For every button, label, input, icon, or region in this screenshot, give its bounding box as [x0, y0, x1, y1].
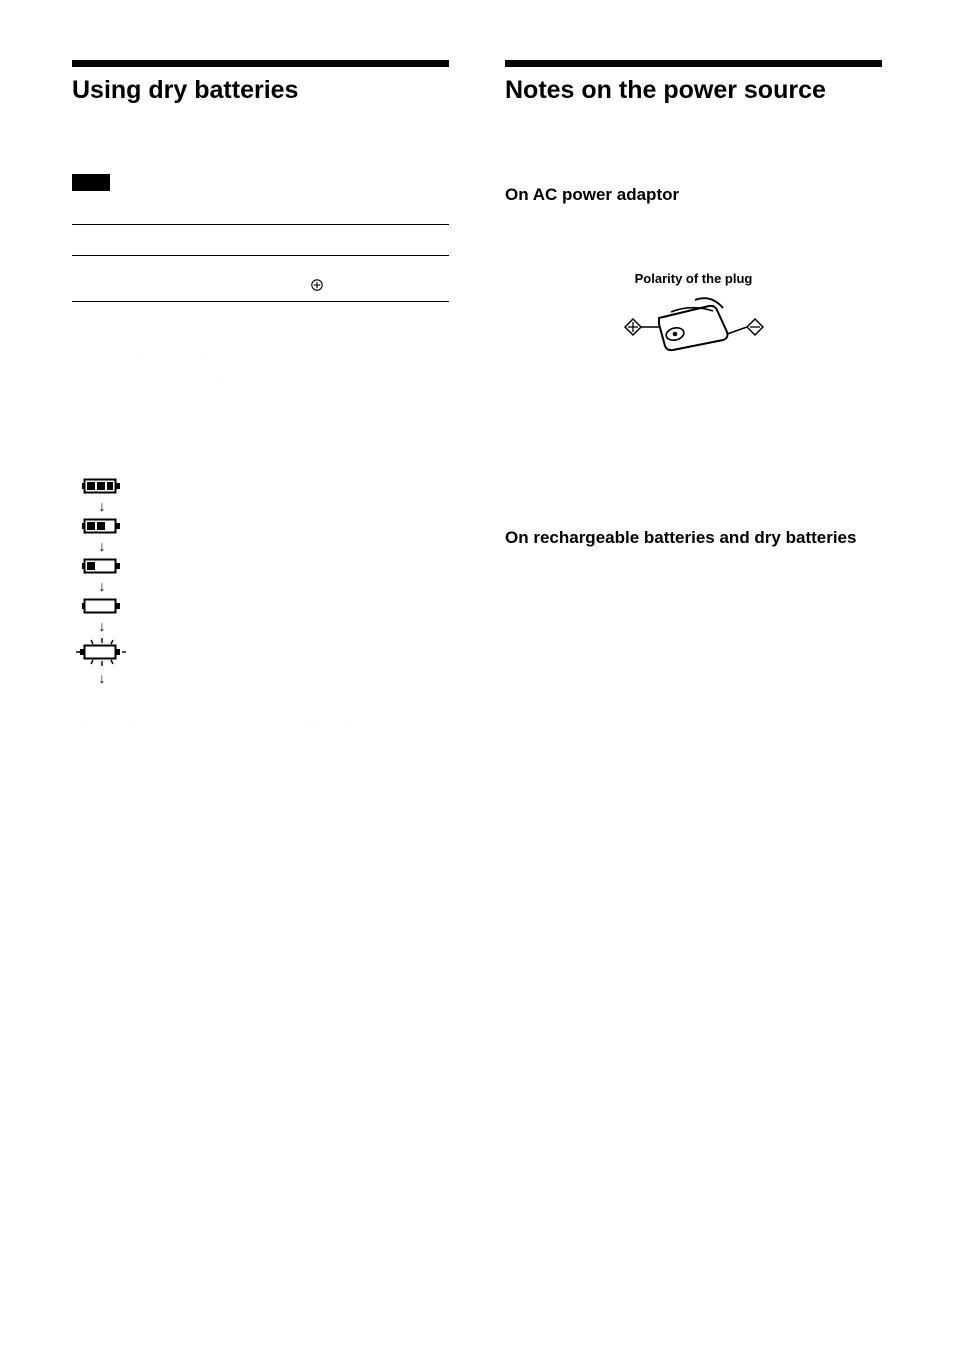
battery-desc-line: Very weak — replace soon [156, 632, 449, 646]
step-row: 1 Slide OPEN to open the battery compart… [72, 203, 449, 218]
bullet-list: •Do not charge dry batteries. •Do not th… [505, 559, 882, 764]
battery-level-diagram: ↓ ↓ ↓ [72, 477, 449, 697]
subheading-rechargeable-dry: On rechargeable batteries and dry batter… [505, 528, 882, 548]
note-heading: When to replace the batteries [72, 348, 449, 363]
battery-flashing-icon [76, 637, 128, 667]
battery-desc-line: Becoming weaker [156, 529, 449, 543]
battery-desc-line: Full [156, 477, 449, 491]
section-title-notes-power-source: Notes on the power source [505, 75, 882, 105]
step-row: 2 Open the inner lid. [72, 233, 449, 248]
plus-circle-icon [311, 279, 323, 291]
intro-text: Use two LR03 (size AAA) alkaline batteri… [72, 127, 449, 142]
right-column: Notes on the power source Disconnect all… [505, 60, 882, 770]
plug-polarity-label: Polarity of the plug [505, 271, 882, 286]
battery-desc-line: Exhausted (flashing) — replace batteries [156, 684, 449, 698]
section-title-using-dry-batteries: Using dry batteries [72, 75, 449, 105]
icon-block [72, 174, 110, 191]
battery-empty-icon [82, 597, 122, 615]
adaptor-text: Use only the supplied AC power adaptor. … [505, 215, 882, 245]
battery-desc-line: Weak [156, 581, 449, 595]
battery-2bar-icon [82, 517, 122, 535]
section-bar [505, 60, 882, 67]
battery-full-icon [82, 477, 122, 495]
left-column: Using dry batteries Use two LR03 (size A… [72, 60, 449, 770]
steps-list: 1 Slide OPEN to open the battery compart… [72, 203, 449, 326]
note-text: You can check the remaining power of the… [72, 373, 449, 388]
tip-text: Replace both batteries with new ones whe… [72, 717, 449, 732]
page-number: 8 [78, 1302, 85, 1317]
intro-text: Disconnect all power sources when the pl… [505, 127, 882, 157]
step-row: 4 Close the inner lid and then the batte… [72, 310, 449, 325]
subheading-ac-adaptor: On AC power adaptor [505, 185, 882, 205]
step-row: 3 Insert two LR03 (size AAA) alkaline ba… [72, 264, 449, 296]
section-bar [72, 60, 449, 67]
battery-1bar-icon [82, 557, 122, 575]
plug-polarity-icon [619, 296, 769, 356]
adaptor-note: When using the AC power adaptor, the rec… [505, 379, 882, 409]
